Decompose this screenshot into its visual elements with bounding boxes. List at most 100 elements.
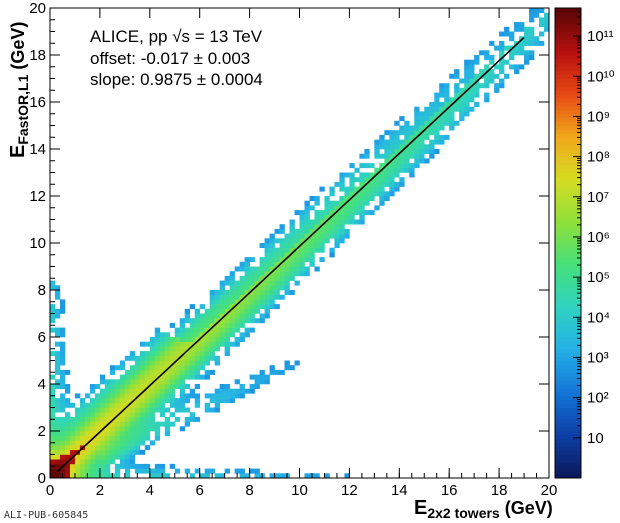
heatmap-cell	[159, 393, 166, 399]
heatmap-cell	[179, 388, 186, 394]
color-scale-band	[555, 58, 581, 64]
heatmap-cell	[399, 177, 405, 183]
heatmap-cell	[139, 393, 146, 399]
heatmap-cell	[419, 134, 425, 140]
heatmap-cell	[154, 365, 161, 371]
heatmap-cell	[114, 440, 121, 446]
heatmap-cell	[50, 313, 56, 319]
heatmap-cell	[349, 191, 355, 197]
heatmap-cell	[99, 374, 106, 380]
heatmap-cell	[349, 172, 355, 178]
color-scale-band	[555, 262, 581, 267]
heatmap-cell	[259, 243, 265, 248]
heatmap-cell	[239, 322, 245, 328]
heatmap-cell	[249, 313, 255, 319]
heatmap-cell	[54, 294, 61, 300]
heatmap-cell	[119, 431, 126, 436]
heatmap-cell	[264, 285, 270, 291]
heatmap-cell	[69, 468, 76, 474]
heatmap-cell	[279, 369, 285, 375]
heatmap-cell	[209, 290, 215, 295]
color-scale-tick-label: 10³	[587, 349, 609, 366]
heatmap-cell	[364, 149, 370, 154]
heatmap-cell	[129, 379, 136, 385]
heatmap-cell	[129, 459, 136, 465]
heatmap-cell	[504, 59, 510, 65]
heatmap-cell	[339, 172, 345, 178]
heatmap-cell	[199, 351, 205, 357]
heatmap-cell	[359, 177, 365, 183]
heatmap-cell	[339, 205, 345, 211]
heatmap-cell	[519, 26, 525, 32]
heatmap-cell	[214, 337, 220, 342]
heatmap-cell	[274, 473, 280, 479]
heatmap-cell	[524, 36, 530, 42]
heatmap-cell	[384, 153, 390, 159]
heatmap-cell	[199, 365, 205, 371]
heatmap-cell	[114, 416, 121, 422]
color-scale-band	[555, 333, 581, 338]
heatmap-cell	[194, 355, 200, 361]
heatmap-cell	[50, 421, 56, 427]
heatmap-cell	[499, 45, 505, 51]
heatmap-cell	[304, 205, 310, 211]
heatmap-cell	[54, 360, 61, 366]
heatmap-cell	[314, 473, 320, 479]
heatmap-cell	[359, 196, 365, 201]
heatmap-cell	[144, 365, 151, 371]
heatmap-cell	[119, 412, 126, 418]
heatmap-cell	[234, 280, 240, 286]
heatmap-cell	[204, 346, 210, 352]
heatmap-cell	[344, 191, 350, 197]
color-scale-band	[555, 27, 581, 32]
heatmap-cell	[119, 459, 126, 465]
color-scale-band	[555, 19, 581, 25]
heatmap-cell	[124, 379, 131, 385]
heatmap-cell	[229, 393, 235, 399]
heatmap-cell	[269, 294, 275, 300]
heatmap-cell	[74, 393, 81, 399]
heatmap-cell	[234, 304, 240, 310]
heatmap-cell	[344, 214, 350, 220]
y-tick-label: 14	[29, 141, 46, 158]
color-scale-band	[555, 211, 581, 216]
heatmap-cell	[489, 59, 495, 65]
heatmap-cell	[179, 365, 186, 371]
heatmap-cell	[79, 402, 86, 408]
heatmap-cell	[129, 351, 136, 357]
heatmap-cell	[404, 158, 410, 164]
color-scale-band	[555, 462, 581, 467]
heatmap-cell	[89, 468, 96, 474]
annotation-offset: offset: -0.017 ± 0.003	[90, 49, 250, 68]
heatmap-cell	[369, 163, 375, 169]
heatmap-cell	[399, 130, 405, 136]
heatmap-cell	[364, 210, 370, 216]
heatmap-cell	[129, 384, 136, 389]
heatmap-cell	[74, 421, 81, 427]
heatmap-cell	[159, 332, 166, 338]
heatmap-cell	[304, 210, 310, 216]
heatmap-cell	[129, 445, 136, 451]
heatmap-cell	[64, 440, 71, 446]
heatmap-cell	[214, 360, 220, 366]
heatmap-cell	[319, 224, 325, 230]
heatmap-cell	[279, 243, 285, 248]
heatmap-cell	[224, 398, 230, 404]
heatmap-cell	[274, 228, 280, 234]
heatmap-cell	[544, 22, 550, 28]
heatmap-cell	[449, 97, 455, 103]
heatmap-cell	[104, 426, 111, 432]
heatmap-cell	[494, 45, 500, 51]
heatmap-cell	[539, 22, 545, 28]
heatmap-cell	[94, 459, 101, 465]
heatmap-cell	[404, 149, 410, 154]
heatmap-cell	[289, 243, 295, 248]
heatmap-cell	[264, 308, 270, 314]
heatmap-cell	[444, 116, 450, 122]
heatmap-cell	[414, 139, 420, 145]
heatmap-cell	[84, 402, 91, 408]
color-scale-band	[555, 125, 581, 130]
heatmap-cell	[124, 407, 131, 413]
heatmap-cell	[54, 407, 61, 413]
heatmap-cell	[184, 351, 191, 357]
